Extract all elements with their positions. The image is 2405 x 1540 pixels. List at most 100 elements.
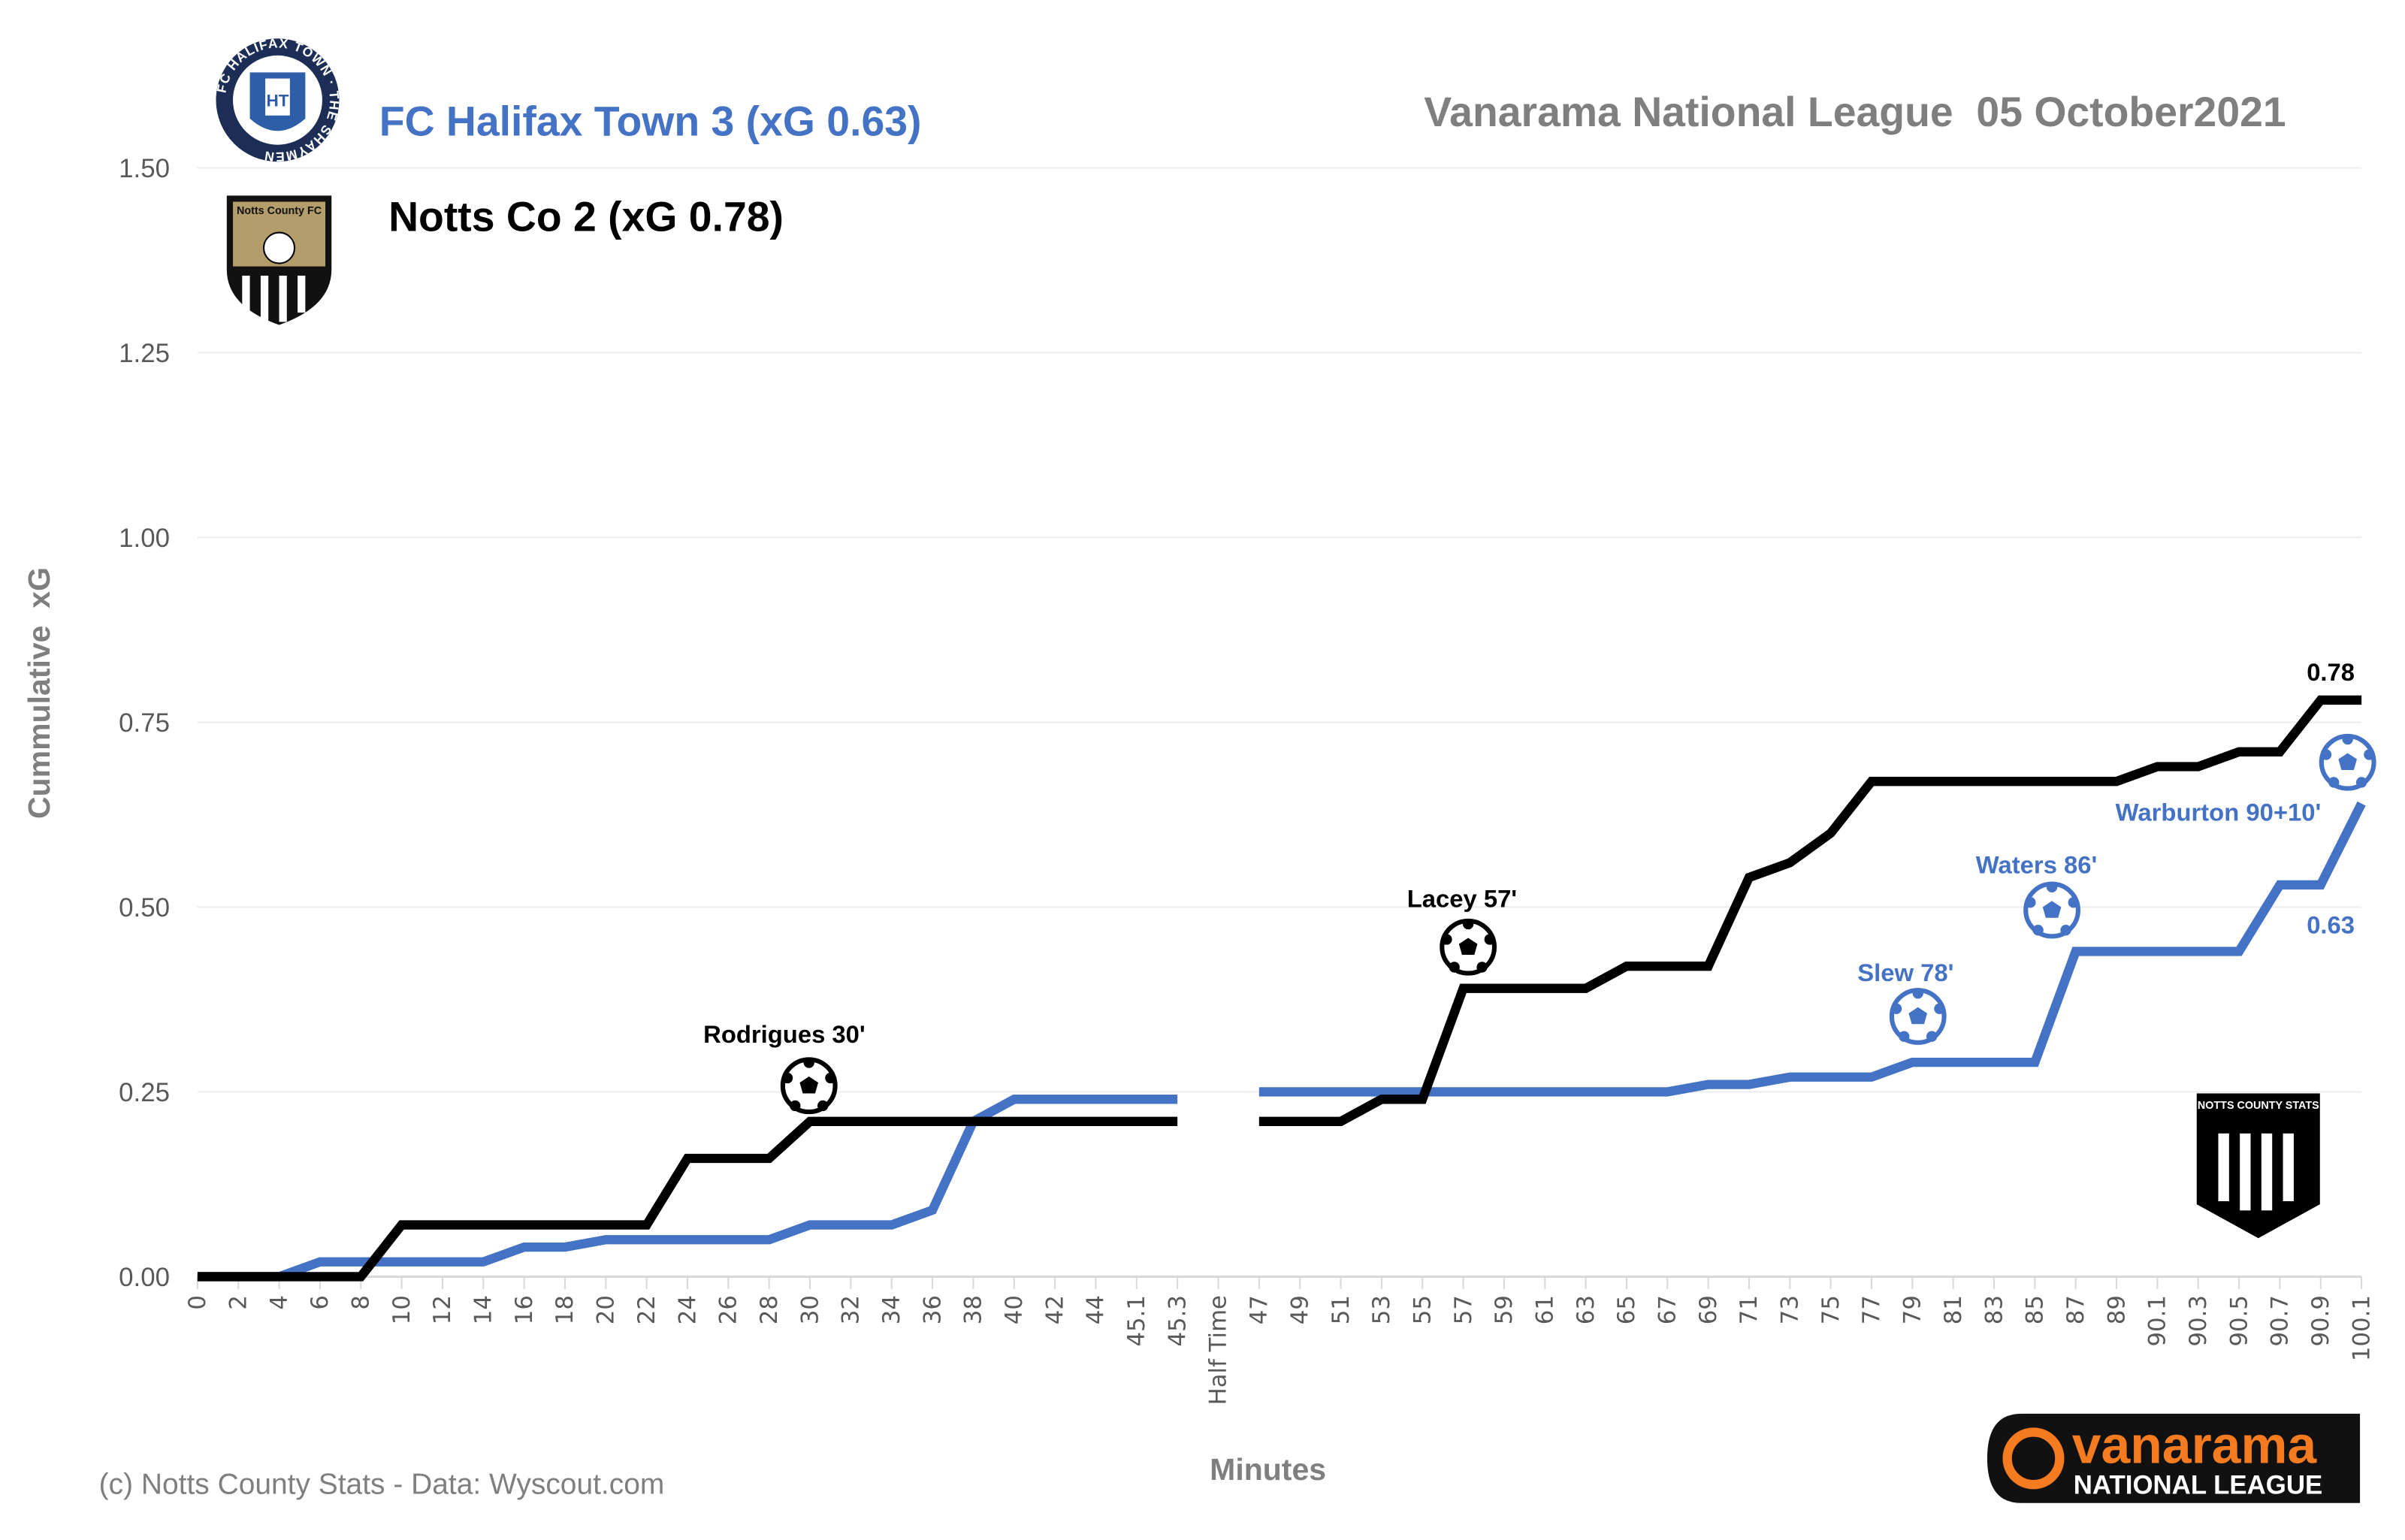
ball-patch bbox=[1934, 1003, 1945, 1014]
stats-logo-text: NOTTS COUNTY STATS bbox=[2198, 1100, 2319, 1112]
ball-patch bbox=[1926, 1031, 1938, 1042]
y-tick-label: 1.50 bbox=[119, 154, 170, 183]
x-tick-label: 44 bbox=[1083, 1295, 1110, 1324]
y-axis-ticks: 0.00 0.25 0.50 0.75 1.00 1.25 1.50 bbox=[119, 154, 170, 1292]
x-tick-label: 90.5 bbox=[2225, 1295, 2252, 1346]
y-tick-label: 0.25 bbox=[119, 1078, 170, 1107]
series-line-fc-halifax-town bbox=[197, 1095, 1178, 1282]
competition-date: Vanarama National League 05 October2021 bbox=[1424, 89, 2286, 135]
x-tick-label: 12 bbox=[429, 1295, 456, 1324]
vanarama-wordmark: vanarama bbox=[2072, 1416, 2318, 1475]
ball-patch bbox=[1899, 1031, 1910, 1042]
x-tick-label: 24 bbox=[674, 1295, 701, 1324]
x-tick-label: 59 bbox=[1491, 1295, 1518, 1324]
x-tick-label: 0 bbox=[184, 1295, 211, 1310]
x-tick-label: 85 bbox=[2022, 1295, 2049, 1324]
ball-pentagon bbox=[1908, 1007, 1928, 1025]
x-tick-label: 20 bbox=[593, 1295, 620, 1324]
x-tick-label: 36 bbox=[919, 1295, 946, 1324]
football-icon bbox=[2023, 881, 2080, 939]
x-tick-label: 57 bbox=[1450, 1295, 1477, 1324]
ball-patch bbox=[1890, 1003, 1902, 1014]
x-tick-label: 32 bbox=[838, 1295, 865, 1324]
ball-patch bbox=[781, 1072, 793, 1084]
x-tick-label: 8 bbox=[348, 1295, 375, 1310]
x-tick-label: 100.1 bbox=[2348, 1295, 2375, 1361]
x-tick-label: 51 bbox=[1328, 1295, 1355, 1324]
ball-pentagon bbox=[1458, 938, 1478, 955]
x-tick-label: 90.9 bbox=[2307, 1295, 2334, 1346]
credit-text: (c) Notts County Stats - Data: Wyscout.c… bbox=[99, 1469, 665, 1501]
goal-annotations: 0.78 0.63 Rodrigues 30' Lacey 57' Slew 78' Wa… bbox=[703, 658, 2376, 1115]
ball-pentagon bbox=[2338, 753, 2357, 770]
ball-patch bbox=[1912, 988, 1923, 999]
notts-county-stats-logo: NOTTS COUNTY STATS bbox=[2196, 1093, 2320, 1239]
y-tick-label: 1.00 bbox=[119, 524, 170, 553]
x-tick-label: 63 bbox=[1573, 1295, 1600, 1324]
x-tick-label: 10 bbox=[388, 1295, 415, 1324]
ball-patch bbox=[2025, 897, 2036, 908]
x-tick-label: 45.3 bbox=[1164, 1295, 1191, 1346]
x-tick-label: 87 bbox=[2062, 1295, 2089, 1324]
x-tick-label: 26 bbox=[715, 1295, 742, 1324]
ball-patch bbox=[2320, 749, 2332, 760]
x-tick-label: 4 bbox=[266, 1295, 293, 1310]
x-tick-label: Half Time bbox=[1205, 1295, 1232, 1405]
vanarama-logo: vanarama NATIONAL LEAGUE bbox=[1987, 1413, 2361, 1503]
series-line-notts-co bbox=[197, 1116, 1178, 1282]
x-tick-label: 75 bbox=[1817, 1295, 1845, 1324]
ball-pentagon bbox=[799, 1076, 819, 1094]
away-title: Notts Co 2 (xG 0.78) bbox=[388, 194, 784, 240]
ball-patch bbox=[1441, 934, 1452, 945]
y-axis-title: Cummulative xG bbox=[22, 567, 56, 819]
svg-text:HT: HT bbox=[266, 91, 289, 110]
x-tick-label: 90.3 bbox=[2185, 1295, 2212, 1346]
x-tick-label: 42 bbox=[1041, 1295, 1068, 1324]
x-tick-label: 69 bbox=[1695, 1295, 1722, 1324]
national-league-wordmark: NATIONAL LEAGUE bbox=[2074, 1471, 2323, 1500]
y-tick-label: 0.00 bbox=[119, 1263, 170, 1292]
ball-patch bbox=[1449, 962, 1460, 973]
series-line-fc-halifax-town bbox=[1258, 801, 2366, 1097]
y-tick-label: 0.75 bbox=[119, 708, 170, 738]
ball-patch bbox=[2046, 881, 2058, 892]
x-tick-label: 67 bbox=[1654, 1295, 1681, 1324]
home-title: FC Halifax Town 3 (xG 0.63) bbox=[379, 98, 922, 144]
gridlines bbox=[197, 167, 2362, 1278]
x-axis-title: Minutes bbox=[1210, 1452, 1326, 1487]
x-tick-label: 28 bbox=[756, 1295, 783, 1324]
x-tick-label: 18 bbox=[551, 1295, 579, 1324]
goal-label: Warburton 90+10' bbox=[2116, 799, 2322, 826]
football-icon bbox=[780, 1057, 838, 1115]
x-tick-label: 6 bbox=[307, 1295, 334, 1310]
ball-patch bbox=[2355, 777, 2367, 788]
ball-patch bbox=[2032, 925, 2044, 936]
ball-patch bbox=[817, 1100, 829, 1112]
x-axis-ticks: 0 2 4 6 8 10 12 14 16 18 20 22 24 26 28 30 32 34 36 38 40 42 4… bbox=[184, 1276, 2375, 1405]
ball-patch bbox=[803, 1057, 814, 1068]
ball-patch bbox=[790, 1100, 801, 1112]
ball-patch bbox=[2068, 897, 2079, 908]
y-tick-label: 1.25 bbox=[119, 339, 170, 368]
ball-patch bbox=[1462, 918, 1474, 930]
x-tick-label: 77 bbox=[1858, 1295, 1885, 1324]
notts-county-logo: Notts County FC bbox=[226, 195, 332, 325]
x-tick-label: 49 bbox=[1286, 1295, 1313, 1324]
end-value-label: 0.78 bbox=[2307, 658, 2355, 686]
football-icon bbox=[2319, 733, 2376, 791]
notts-logo-text: Notts County FC bbox=[237, 205, 322, 217]
football-icon bbox=[1889, 988, 1947, 1045]
x-tick-label: 34 bbox=[878, 1295, 905, 1324]
x-tick-label: 2 bbox=[225, 1295, 252, 1310]
x-tick-label: 83 bbox=[1980, 1295, 2008, 1324]
x-tick-label: 38 bbox=[960, 1295, 987, 1324]
x-tick-label: 71 bbox=[1736, 1295, 1763, 1324]
series-line-notts-co bbox=[1258, 695, 2362, 1126]
goal-label: Rodrigues 30' bbox=[703, 1020, 866, 1048]
x-tick-label: 73 bbox=[1777, 1295, 1804, 1324]
goal-label: Slew 78' bbox=[1857, 959, 1953, 986]
series-lines bbox=[197, 695, 2366, 1282]
y-tick-label: 0.50 bbox=[119, 893, 170, 922]
x-tick-label: 79 bbox=[1899, 1295, 1926, 1324]
